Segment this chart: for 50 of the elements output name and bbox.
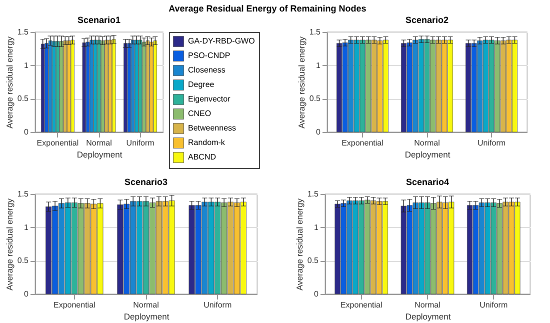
legend-label: GA-DY-RBD-GWO <box>188 36 255 46</box>
y-axis-title: Average residual energy <box>4 198 14 290</box>
y-axis-title: Average residual energy <box>296 36 306 128</box>
x-tick-label: Uniform <box>204 300 232 310</box>
x-tick-label: Exponential <box>36 138 79 148</box>
x-tick-label: Normal <box>133 300 160 310</box>
x-tick-label: Uniform <box>126 138 155 148</box>
y-tick-label: 1 <box>24 222 30 232</box>
x-tick-label: Normal <box>414 138 440 148</box>
y-tick-label: 1.5 <box>17 28 30 36</box>
y-tick-label: 1.5 <box>307 190 320 198</box>
y-tick-label: 0 <box>24 290 30 298</box>
legend-label: ABCND <box>188 152 216 162</box>
y-axis-title: Average residual energy <box>4 36 14 128</box>
x-axis-title: Deployment <box>76 150 123 160</box>
y-tick-label: 0 <box>24 128 30 136</box>
legend-label: Degree <box>188 80 215 89</box>
x-tick-label: Uniform <box>480 300 508 310</box>
legend-label: CNEO <box>188 109 212 118</box>
y-tick-label: 0 <box>314 290 320 298</box>
chart-title: Scenario2 <box>405 15 449 25</box>
y-tick-label: 1.5 <box>17 190 30 198</box>
legend-label: Eigenvector <box>188 94 231 104</box>
x-tick-label: Normal <box>86 138 112 148</box>
x-axis-title: Deployment <box>405 312 452 322</box>
y-tick-label: 1.5 <box>309 28 322 36</box>
y-tick-label: 0 <box>316 128 322 136</box>
y-tick-label: 1 <box>314 222 320 232</box>
y-tick-label: 1 <box>316 60 322 70</box>
y-axis-title: Average residual energy <box>294 198 304 290</box>
legend-label: Betweenness <box>188 124 236 132</box>
y-tick-label: 0.5 <box>17 256 30 266</box>
y-tick-label: 0.5 <box>309 94 322 104</box>
x-tick-label: Exponential <box>53 300 96 310</box>
x-tick-label: Exponential <box>340 300 382 310</box>
legend-label: PSO-CNDP <box>188 51 230 60</box>
legend-label: Random-k <box>188 138 226 147</box>
chart-title: Scenario1 <box>77 15 121 25</box>
x-tick-label: Normal <box>414 300 441 310</box>
legend-label: Closeness <box>188 66 226 74</box>
x-tick-label: Uniform <box>478 138 506 148</box>
x-axis-title: Deployment <box>404 150 451 160</box>
y-tick-label: 1 <box>24 60 30 70</box>
x-axis-title: Deployment <box>124 312 170 322</box>
chart-title: Scenario3 <box>124 177 168 187</box>
y-tick-label: 0.5 <box>307 256 320 266</box>
x-tick-label: Exponential <box>342 138 384 148</box>
chart-title: Scenario4 <box>406 177 450 187</box>
text: Average Residual Energy of Remaining Nodes <box>168 4 366 14</box>
y-tick-label: 0.5 <box>17 94 30 104</box>
